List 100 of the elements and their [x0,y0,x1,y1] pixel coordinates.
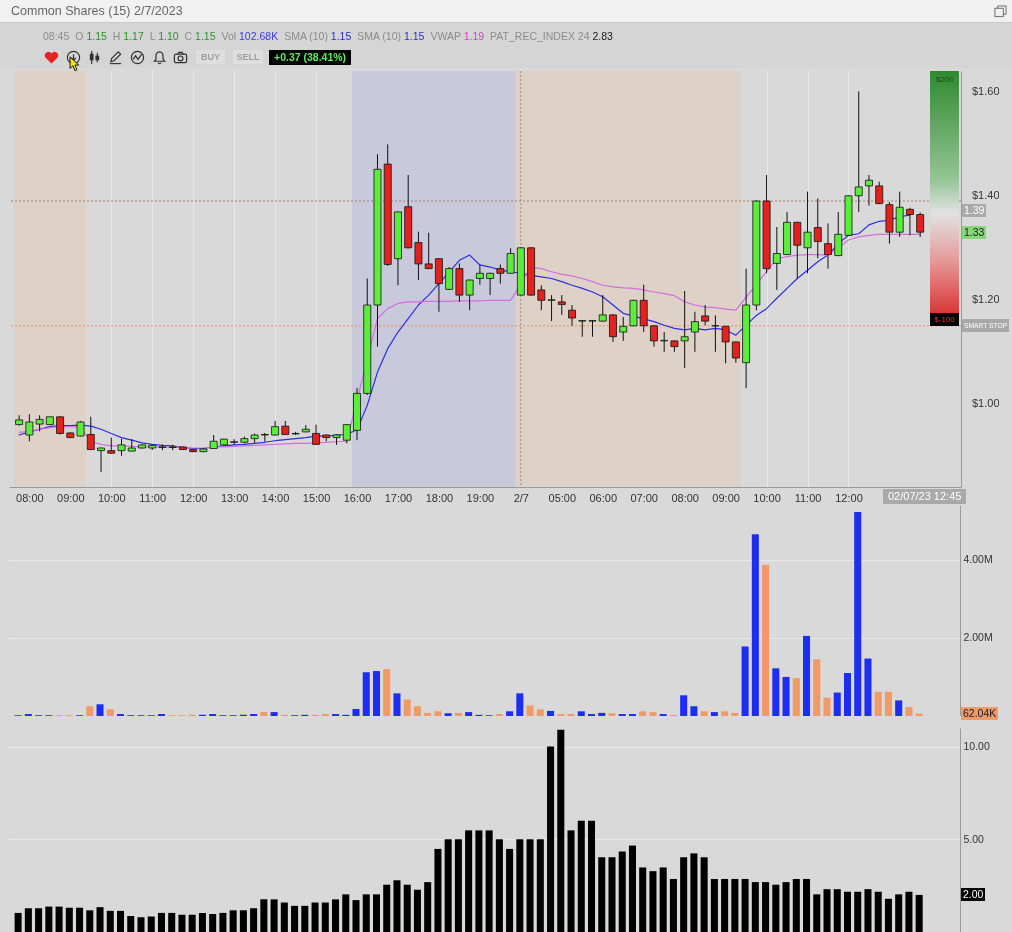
bar [618,851,626,932]
bar [14,912,22,932]
candlestick [813,197,822,259]
bar [413,706,421,716]
candlestick [557,294,566,316]
bar [700,857,708,932]
text: PAT_REC_INDEX 24 2.83 [490,30,613,42]
bar [526,705,534,716]
x-tick-label: 08:00 [16,491,44,504]
x-tick-label: 05:00 [548,491,577,504]
bar [157,912,165,932]
bar [577,820,585,932]
bar [260,712,268,716]
bar [823,697,831,716]
bar [106,709,114,716]
text: +0.37 (38.41%) [269,50,352,65]
bar [526,839,534,932]
x-tick-label: 12:00 [179,491,208,504]
bar [567,830,575,932]
bar [506,711,514,716]
x-tick-label: 10:00 [753,491,781,504]
bar [731,712,739,716]
bar [547,710,555,716]
bar [731,878,739,932]
bar [65,907,73,932]
bar [321,902,329,932]
x-tick-label: 07:00 [630,491,658,504]
bar [833,692,841,716]
bar [506,848,514,932]
bar [393,693,401,716]
bar [577,711,585,716]
bar [884,898,892,932]
candlestick [414,231,423,281]
bar [700,711,708,716]
x-tick-label: 11:00 [794,491,822,504]
bar [291,905,299,932]
bar [168,912,176,932]
bar [649,712,657,716]
bar [772,668,780,716]
bar [424,882,432,932]
y-tick-label: $1.60 [971,85,1000,98]
x-tick-label: 13:00 [220,491,249,504]
candlestick [15,414,24,427]
candlestick [230,438,239,446]
x-tick-label: 09:00 [57,491,85,504]
bar [884,691,892,716]
text: Vol 102.68K [221,30,279,42]
bar [86,706,94,716]
candlestick [660,331,669,353]
bar [751,534,759,716]
bar [690,853,698,932]
bar [536,709,544,716]
bar [372,894,381,932]
bar [280,902,288,932]
bar [188,914,196,932]
bar [270,899,278,932]
x-tick-label: 10:00 [98,491,126,504]
bar [649,871,657,932]
bar [393,880,401,932]
x-tick-label: 11:00 [139,491,167,504]
bar [782,882,790,932]
bar [76,907,84,932]
bar [383,884,391,932]
y-tick-label: $1.20 [971,293,1000,306]
bar [465,712,473,716]
x-tick-label: 2/7 [513,491,529,504]
bar [362,894,370,932]
bar [372,671,381,716]
bar [444,713,452,716]
candlestick [865,174,873,207]
candlestick [445,266,454,291]
candlestick [690,311,699,353]
bar [250,908,258,932]
bar [536,839,544,932]
bar [895,700,903,716]
candlestick [568,304,576,327]
text: L 1.10 [149,30,179,42]
text: O 1.15 [75,30,107,42]
bar [403,884,411,932]
candlestick [619,316,628,342]
bar [45,906,53,932]
bar [147,916,155,932]
candlestick [824,222,832,270]
text: VWAP 1.19 [430,30,485,42]
bar [721,878,729,932]
x-tick-label: 08:00 [671,491,699,504]
bar [854,512,862,716]
annotation: 62.04K [961,707,999,721]
candlestick [721,325,730,364]
bar [721,711,729,716]
text: BUY [196,50,225,64]
bar [465,830,473,932]
bar [270,712,278,716]
bar [669,878,677,932]
text: 08:45 [43,30,70,42]
bar [434,711,442,716]
bar [116,910,125,932]
bar [741,646,749,716]
text: 02/07/23 12:45 [883,489,967,504]
bar [178,914,186,932]
